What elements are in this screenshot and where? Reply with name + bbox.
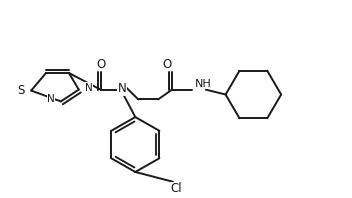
Text: NH: NH <box>195 79 212 89</box>
Text: O: O <box>96 58 105 71</box>
Text: Cl: Cl <box>170 182 182 195</box>
Text: N: N <box>47 94 55 104</box>
Text: S: S <box>17 84 24 97</box>
Text: N: N <box>85 83 93 93</box>
Text: O: O <box>162 58 172 71</box>
Text: N: N <box>118 82 127 95</box>
